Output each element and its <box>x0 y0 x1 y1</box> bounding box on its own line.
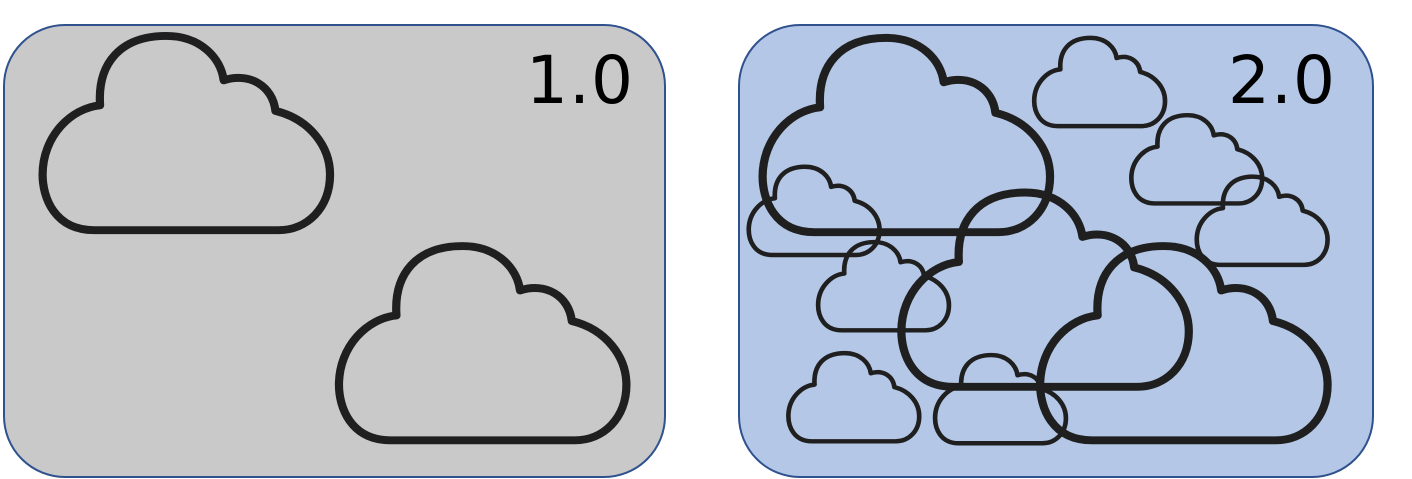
cloud-small-bottom-center-icon <box>932 352 1069 446</box>
cloud-large-lower-right-icon <box>334 242 631 445</box>
cloud-layer-v2 <box>746 33 1332 446</box>
cloud-small-top-icon <box>1031 35 1168 129</box>
cloud-layer-v1 <box>38 31 631 445</box>
cloud-small-left-icon <box>746 164 882 258</box>
cloud-large-lower-right-icon <box>1036 242 1332 445</box>
version-label-1: 1.0 <box>526 42 634 119</box>
cloud-large-upper-left-icon <box>38 31 335 235</box>
cloud-small-right-upper-icon <box>1129 112 1265 206</box>
cloud-large-upper-left-icon <box>758 33 1055 237</box>
panel-version-1: 1.0 <box>3 24 666 478</box>
cloud-small-right-middle-icon <box>1194 174 1330 268</box>
cloud-small-center-left-icon <box>815 239 952 333</box>
cloud-small-bottom-left-icon <box>786 350 922 444</box>
panel-version-2: 2.0 <box>738 24 1374 478</box>
cloud-large-center-icon <box>897 188 1193 391</box>
version-label-2: 2.0 <box>1228 42 1336 119</box>
